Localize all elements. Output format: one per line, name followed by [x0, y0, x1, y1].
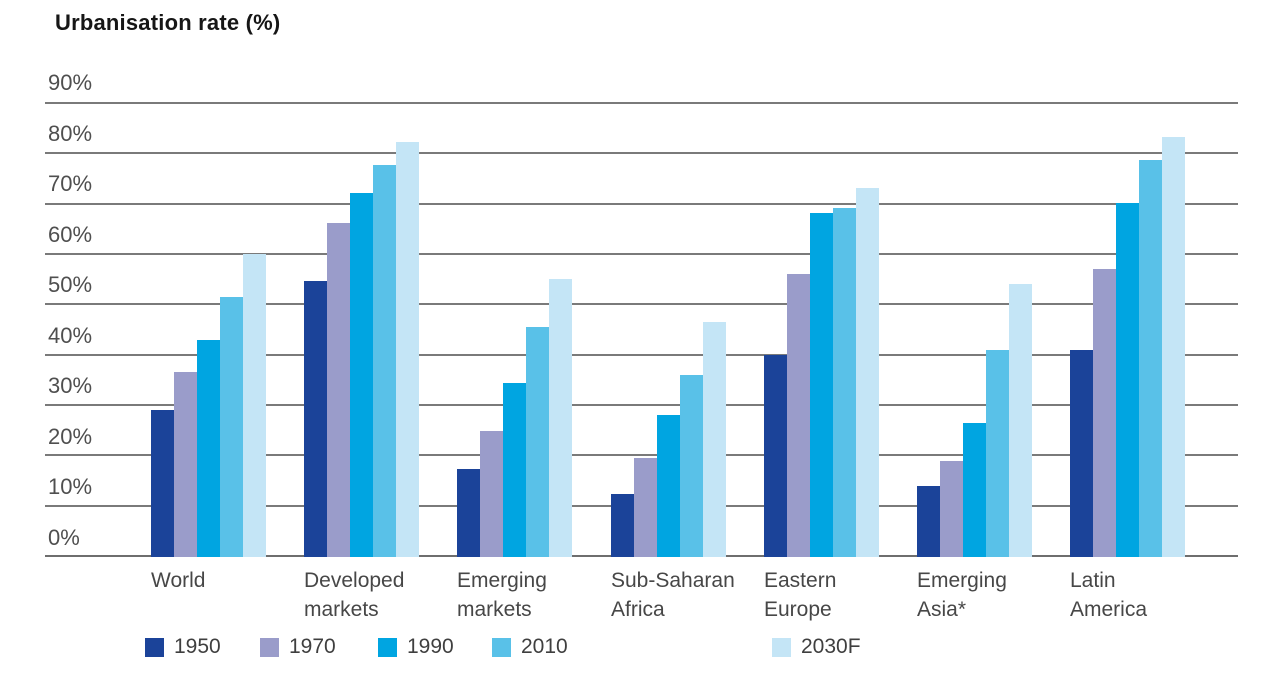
bar-group [304, 102, 419, 557]
bar [1009, 284, 1032, 557]
gridline-80 [45, 152, 1238, 154]
category-label-line: markets [457, 598, 532, 621]
bar [151, 410, 174, 557]
bar [1116, 203, 1139, 557]
legend-item: 1990 [378, 634, 454, 660]
bar [634, 458, 657, 557]
gridline-40 [45, 354, 1238, 356]
bar [810, 213, 833, 557]
y-axis-tick-label: 0% [48, 525, 80, 550]
legend-swatch [772, 637, 791, 657]
category-label-line: America [1070, 598, 1148, 621]
category-label-line: World [151, 569, 206, 592]
bar-group [764, 102, 879, 557]
y-axis-tick-label: 30% [48, 373, 93, 399]
bar [373, 165, 396, 557]
gridline-60 [45, 253, 1238, 255]
bar [549, 279, 572, 557]
plot-area [45, 102, 1238, 557]
bar-group [151, 102, 266, 557]
bar [304, 281, 327, 557]
legend-label: 1950 [174, 635, 221, 658]
bar [457, 469, 480, 557]
y-axis-tick-label: 90% [48, 70, 93, 95]
category-label: Emerging Asia* [917, 566, 1007, 624]
bar [917, 486, 940, 557]
category-label-line: Sub-Saharan [611, 569, 735, 592]
category-label-line: Emerging [457, 569, 547, 592]
category-label-line: Africa [611, 598, 665, 621]
y-axis-tick-label: 40% [48, 322, 93, 348]
bar-group [457, 102, 572, 557]
bar-group [917, 102, 1032, 557]
y-axis-tick-label: 50% [48, 272, 93, 298]
bar [396, 142, 419, 557]
category-label-line: Europe [764, 598, 832, 621]
legend-swatch [145, 637, 164, 657]
bar [1093, 269, 1116, 557]
bar [611, 494, 634, 557]
y-axis-tick-label: 10% [48, 474, 93, 500]
gridline-30 [45, 404, 1238, 406]
bar-group [1070, 102, 1185, 557]
bar [480, 431, 503, 557]
legend-item: 2010 [492, 634, 568, 660]
bar [1070, 350, 1093, 557]
bar-group [611, 102, 726, 557]
bar [940, 461, 963, 557]
legend-item: 1970 [260, 634, 336, 660]
category-label-line: markets [304, 598, 379, 621]
category-label-line: Latin [1070, 569, 1116, 592]
category-label: World [151, 566, 205, 595]
bar [503, 383, 526, 557]
gridline-70 [45, 203, 1238, 205]
bar [764, 355, 787, 557]
bar [1162, 137, 1185, 557]
category-label: Sub-Saharan Africa [611, 566, 735, 624]
y-axis-tick-label: 20% [48, 423, 93, 449]
gridline-90 [45, 102, 1238, 104]
bar [680, 375, 703, 557]
bar [350, 193, 373, 557]
bar [787, 274, 810, 557]
chart-title: Urbanisation rate (%) [55, 10, 281, 35]
legend-label: 2030F [801, 635, 861, 658]
legend-label: 2010 [521, 635, 568, 658]
gridline-20 [45, 454, 1238, 456]
bar [327, 223, 350, 557]
category-label-line: Eastern [764, 569, 837, 592]
bar [220, 297, 243, 557]
bar [856, 188, 879, 557]
legend-item: 1950 [145, 634, 221, 660]
category-label-line: Emerging [917, 569, 1007, 592]
bar [963, 423, 986, 557]
bar [197, 340, 220, 557]
gridline-50 [45, 303, 1238, 305]
legend-label: 1970 [289, 635, 336, 658]
bar [243, 254, 266, 557]
bar [526, 327, 549, 557]
bar [986, 350, 1009, 557]
category-label: Developed markets [304, 566, 404, 624]
bar [703, 322, 726, 557]
y-axis-tick-label: 60% [48, 221, 93, 247]
bar [174, 372, 197, 557]
y-axis-tick-label: 80% [48, 120, 93, 146]
legend-swatch [260, 637, 279, 657]
category-label: Latin America [1070, 566, 1147, 624]
legend-label: 1990 [407, 635, 454, 658]
legend-item: 2030F [772, 634, 861, 660]
bar [1139, 160, 1162, 557]
category-label-line: Asia* [917, 598, 967, 621]
category-label-line: Developed [304, 569, 405, 592]
bar [833, 208, 856, 557]
category-label: Eastern Europe [764, 566, 836, 624]
legend-swatch [378, 637, 397, 657]
category-label: Emerging markets [457, 566, 547, 624]
bar [657, 415, 680, 557]
legend-swatch [492, 637, 511, 657]
y-axis-tick-label: 70% [48, 171, 93, 197]
